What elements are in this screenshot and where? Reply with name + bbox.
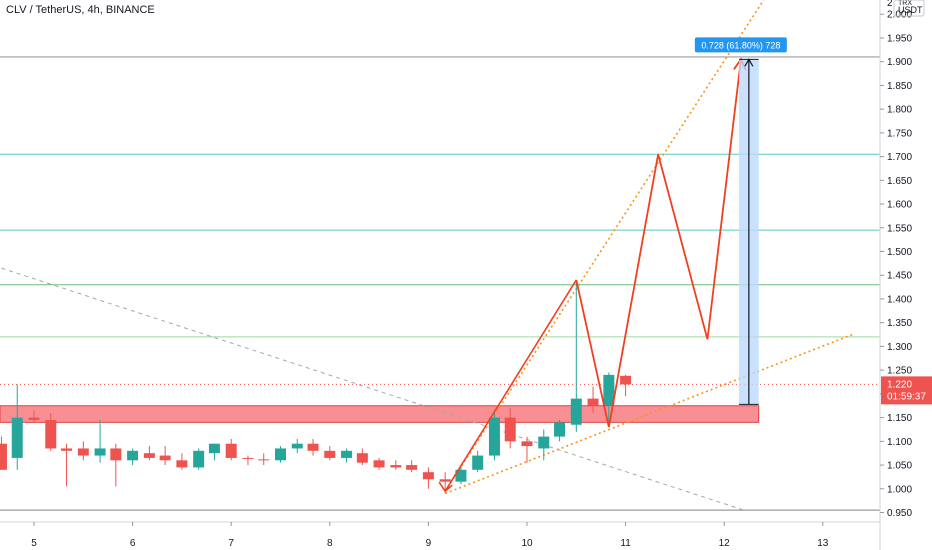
candle-body (275, 448, 286, 461)
candle-body (307, 443, 319, 451)
price-tick-label: 1.600 (887, 200, 912, 211)
candle-body (11, 417, 23, 458)
impulse-arrow (444, 279, 577, 492)
candle-body (554, 422, 566, 437)
price-axis[interactable]: 2.000 1.950 1.900 1.850 1.800 1.750 1.700 1.650… (879, 0, 932, 550)
candle-body (341, 450, 353, 458)
candle-body (455, 469, 467, 482)
candles-layer (0, 279, 632, 494)
price-tick-label: 1.950 (887, 33, 912, 44)
currency-box[interactable] (893, 0, 925, 17)
candle-body (258, 459, 270, 461)
time-tick-label: 9 (426, 538, 432, 549)
candle-body (28, 417, 40, 420)
measure-label-box (694, 37, 787, 53)
candle-body (0, 443, 7, 470)
candle-body (242, 457, 254, 459)
price-tick-label: 1.350 (887, 318, 912, 329)
time-tick-label: 13 (817, 538, 829, 549)
candle-body (439, 479, 451, 482)
currency-label: USDT (898, 5, 923, 15)
time-tick-label: 5 (31, 538, 37, 549)
candle-body (488, 417, 500, 456)
candle-body (390, 465, 402, 468)
price-badge-value: 1.220 (887, 379, 912, 390)
time-axis[interactable]: 5 6 7 8 9 10 11 12 13 (0, 521, 880, 549)
candle-body (291, 443, 303, 449)
projection-path (575, 59, 742, 428)
price-tick-label: 1.900 (887, 57, 912, 68)
price-tick-label: 1.650 (887, 176, 912, 187)
candle-body (406, 465, 418, 470)
candle-body (176, 460, 188, 468)
candle-body (110, 448, 122, 461)
candle-body (94, 448, 106, 456)
price-badge-countdown: 01:59:37 (887, 391, 926, 402)
candle-body (324, 450, 336, 458)
price-tick-label: 1.700 (887, 152, 912, 163)
support-zone-layer (0, 405, 760, 423)
measure-layer: 0.728 (61.80%) 728 (694, 37, 787, 405)
candle-body (504, 417, 516, 442)
price-tick-label: 1.150 (887, 413, 912, 424)
price-tick-label: 1.050 (887, 461, 912, 472)
candle-body (603, 374, 615, 406)
price-badge (881, 376, 932, 405)
candle-body (61, 448, 73, 451)
price-tick-label: 1.850 (887, 81, 912, 92)
price-tick-label: 2.000 (887, 10, 912, 21)
candle-body (587, 398, 599, 406)
price-tick-label: 1.500 (887, 247, 912, 258)
price-tick-label: 1.300 (887, 342, 912, 353)
candle-body (373, 460, 385, 468)
candle-body (472, 455, 484, 470)
measure-label: 0.728 (61.80%) 728 (701, 40, 780, 50)
trendlines-layer (1, 0, 853, 511)
candle-body (208, 443, 220, 454)
time-tick-label: 10 (521, 538, 533, 549)
price-tick-label: 1.250 (887, 366, 912, 377)
candle-body (127, 450, 139, 461)
price-tick-label: 1.550 (887, 223, 912, 234)
trendline-down (1, 267, 745, 511)
time-tick-label: 11 (620, 538, 631, 549)
horizontal-levels-layer (0, 56, 880, 511)
support-zone (0, 405, 760, 423)
price-tick-label-top: 2 (887, 0, 893, 9)
currency-label-top: TRX (898, 0, 912, 7)
time-tick-label: 12 (719, 538, 731, 549)
time-tick-label: 8 (327, 538, 333, 549)
price-tick-label: 1.750 (887, 128, 912, 139)
chart-title: CLV / TetherUS, 4h, BINANCE (6, 4, 155, 16)
time-tick-label: 7 (228, 538, 234, 549)
impulse-arrow-head (438, 481, 453, 493)
candle-body (521, 441, 533, 447)
time-tick-label: 6 (130, 538, 136, 549)
price-tick-label: 1.800 (887, 105, 912, 116)
candle-body (422, 472, 434, 480)
candle-body (620, 375, 632, 385)
candle-body (159, 455, 171, 461)
candle-body (143, 453, 155, 458)
candle-body (356, 453, 368, 463)
price-tick-label: 1.400 (887, 294, 912, 305)
candle-body (225, 443, 237, 458)
candle-body (193, 450, 205, 468)
candle-body (77, 448, 89, 456)
price-axis-background (880, 0, 932, 550)
candle-body (538, 436, 550, 449)
candle-body (45, 419, 57, 449)
price-tick-label: 0.950 (887, 508, 912, 519)
price-tick-label: 1.100 (887, 437, 912, 448)
price-tick-label: 1.450 (887, 271, 912, 282)
candle-body (570, 398, 582, 425)
price-tick-label: 1.000 (887, 484, 912, 495)
projection-layer (438, 57, 747, 493)
